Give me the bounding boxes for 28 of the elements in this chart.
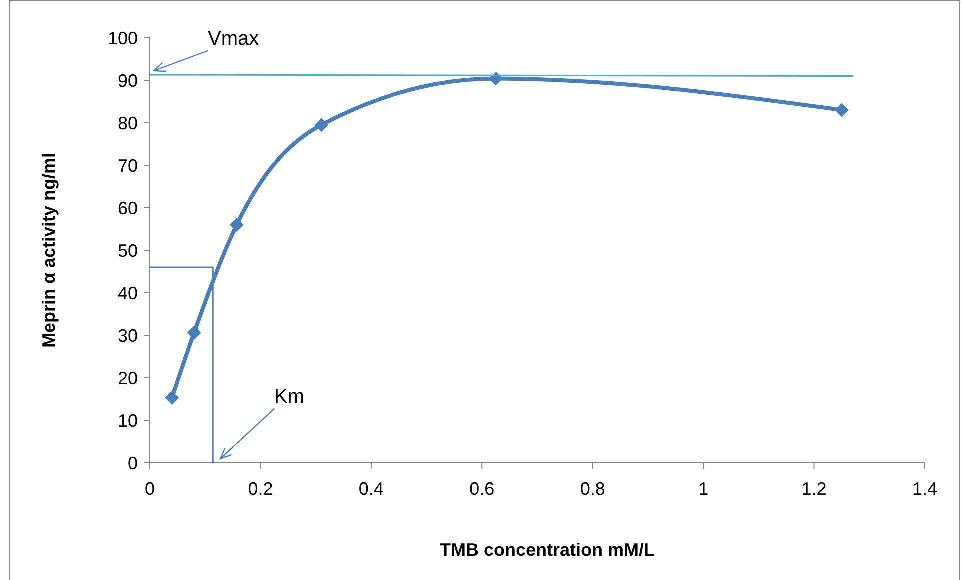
y-tick-label: 80 (118, 113, 138, 134)
y-tick-label: 20 (118, 368, 138, 388)
x-tick-label: 0.2 (248, 479, 274, 499)
y-tick-label: 10 (118, 410, 138, 431)
y-tick-label: 70 (118, 156, 138, 176)
x-tick-label: 1 (698, 479, 709, 499)
y-tick-label: 60 (118, 198, 138, 218)
x-axis-title: TMB concentration mM/L (440, 540, 656, 560)
y-tick-label: 30 (118, 326, 138, 346)
point (187, 326, 202, 340)
x-tick-label: 0 (144, 479, 156, 499)
x-tick-label: 0.4 (358, 479, 384, 499)
annotation: Vmax (208, 28, 260, 50)
y-tick-label: 90 (118, 70, 138, 91)
y-tick-label: 100 (108, 28, 138, 48)
y-tick-label: 0 (128, 453, 138, 474)
point (834, 103, 849, 118)
x-tick-label: 1.4 (912, 479, 938, 499)
y-axis-title: Meprin α activity ng/ml (39, 152, 59, 348)
point (314, 118, 329, 132)
point (230, 218, 244, 232)
y-tick-label: 40 (118, 283, 138, 304)
x-tick-label: 0.8 (580, 479, 606, 499)
x-tick-label: 0.6 (470, 479, 495, 499)
annotation: Km (274, 386, 304, 408)
y-tick-label: 50 (118, 240, 138, 261)
point (165, 390, 180, 405)
x-tick-label: 1.2 (802, 479, 827, 499)
